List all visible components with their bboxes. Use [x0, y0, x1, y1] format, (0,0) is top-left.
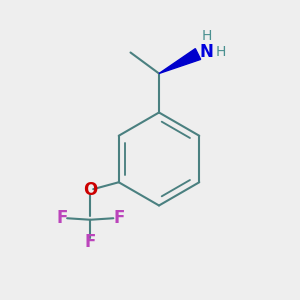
Text: H: H — [216, 45, 226, 58]
Text: F: F — [56, 209, 68, 227]
Text: F: F — [113, 209, 124, 227]
Text: F: F — [85, 233, 96, 251]
Text: O: O — [83, 181, 98, 199]
Text: H: H — [201, 29, 212, 43]
Polygon shape — [159, 49, 201, 74]
Text: N: N — [200, 43, 213, 61]
